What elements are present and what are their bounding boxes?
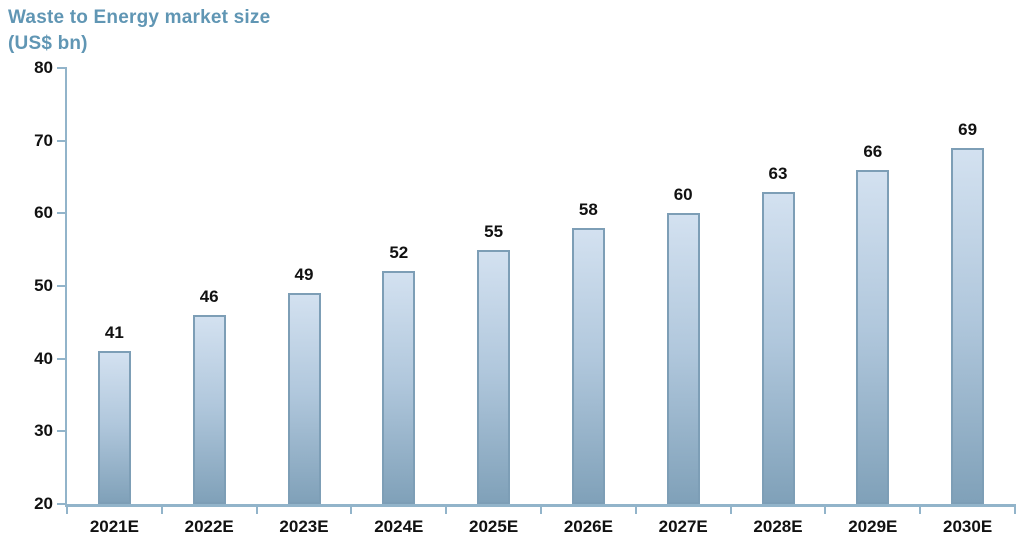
bar — [477, 249, 511, 504]
y-axis-tick — [57, 285, 67, 287]
x-axis-tick — [66, 504, 68, 514]
x-axis-label: 2021E — [89, 517, 139, 536]
x-axis-label: 2028E — [753, 517, 803, 536]
bar-value-label: 60 — [673, 185, 693, 205]
y-axis-label: 50 — [34, 276, 53, 295]
bar — [571, 227, 605, 504]
x-axis-tick — [540, 504, 542, 514]
bar-value-label: 46 — [199, 287, 219, 307]
y-axis-tick — [57, 67, 67, 69]
x-axis-tick — [919, 504, 922, 514]
x-axis-label: 2026E — [563, 517, 613, 536]
y-axis-tick — [57, 430, 67, 433]
y-axis-label: 60 — [34, 203, 53, 223]
chart-title: Waste to Energy market size (US$ bn) — [8, 5, 270, 57]
x-axis-tick — [255, 504, 258, 514]
bar — [192, 315, 226, 504]
bar-value-label: 41 — [104, 323, 124, 343]
x-axis-tick — [729, 504, 732, 514]
y-axis-label: 20 — [34, 494, 53, 513]
bar-value-label: 63 — [768, 163, 788, 183]
x-axis-label: 2022E — [184, 517, 234, 536]
x-axis-label: 2025E — [469, 517, 519, 536]
bar — [97, 351, 131, 504]
bar-value-label: 52 — [389, 243, 409, 263]
x-axis-label: 2029E — [848, 517, 898, 536]
x-axis-tick — [160, 504, 163, 514]
y-axis-tick — [57, 357, 67, 360]
bar-value-label: 49 — [294, 265, 314, 285]
x-axis-tick — [1014, 504, 1016, 514]
chart-title-line1: Waste to Energy market size — [8, 7, 271, 28]
x-axis-tick — [445, 504, 448, 514]
bar — [287, 293, 321, 504]
y-axis-label: 70 — [34, 130, 53, 150]
x-axis-tick — [350, 504, 353, 514]
bar-value-label: 69 — [958, 119, 978, 139]
y-axis-tick — [57, 139, 67, 142]
y-axis-label: 30 — [34, 421, 53, 441]
bar-value-label: 55 — [484, 221, 504, 241]
chart-title-line2: (US$ bn) — [8, 33, 88, 54]
x-axis-label: 2024E — [374, 517, 424, 536]
plot-area: 20 30 40 50 60 70 80 41 2021E 46 2022E 49 2023E 52 202… — [34, 58, 1016, 536]
bar-value-label: 66 — [863, 141, 883, 161]
bar — [761, 191, 795, 504]
y-axis-tick — [57, 503, 67, 505]
bar — [382, 271, 416, 504]
x-axis-label: 2030E — [943, 517, 993, 536]
y-axis-label: 80 — [34, 58, 53, 77]
x-axis-tick — [824, 504, 827, 514]
bar — [666, 213, 700, 504]
x-axis-label: 2023E — [279, 517, 329, 536]
x-axis-tick — [634, 504, 637, 514]
y-axis-tick — [57, 212, 67, 215]
bar — [856, 169, 890, 504]
x-axis-label: 2027E — [658, 517, 708, 536]
bar — [951, 147, 985, 504]
bar-value-label: 58 — [578, 199, 598, 219]
y-axis-label: 40 — [34, 348, 53, 368]
